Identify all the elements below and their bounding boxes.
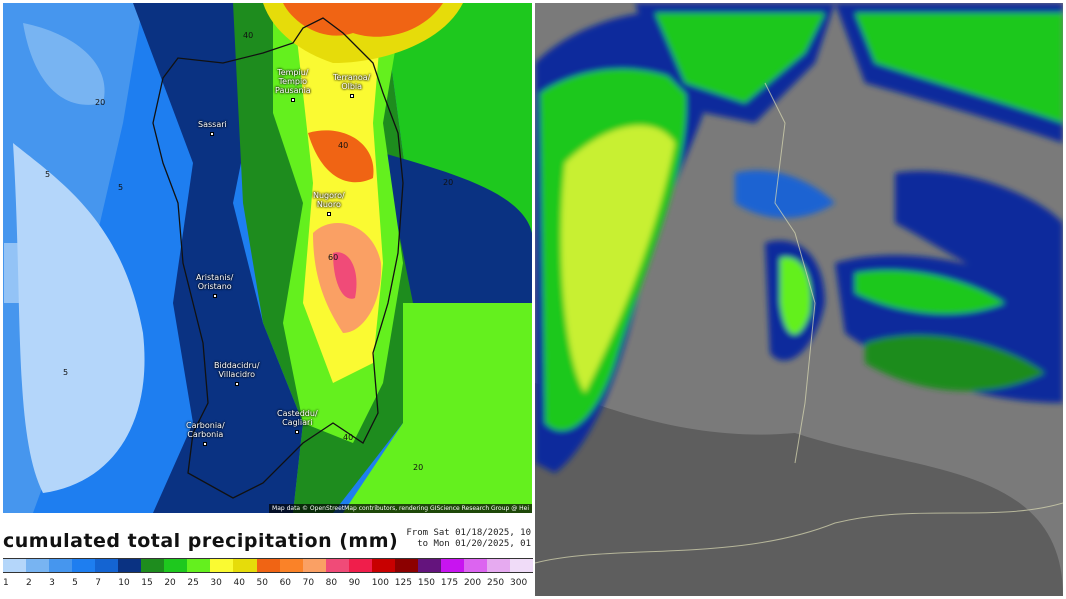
legend-swatch bbox=[164, 559, 188, 572]
legend-swatch bbox=[26, 559, 50, 572]
legend-tick-label: 100 bbox=[371, 578, 389, 588]
city-tempio: Tempiu/ Tempio Pausania bbox=[275, 68, 311, 104]
legend-swatch bbox=[49, 559, 73, 572]
city-sassari: Sassari bbox=[198, 120, 227, 138]
period-from: From Sat 01/18/2025, 10 bbox=[406, 528, 531, 538]
legend-swatch bbox=[417, 559, 441, 572]
legend-swatch bbox=[279, 559, 303, 572]
legend-tick-label: 50 bbox=[256, 578, 268, 588]
legend-tick-label: 7 bbox=[95, 578, 101, 588]
legend-tick-label: 5 bbox=[72, 578, 78, 588]
contour-label: 20 bbox=[413, 463, 424, 472]
legend-swatch bbox=[302, 559, 326, 572]
city-olbia: Terranoa/ Olbia bbox=[333, 73, 370, 100]
legend-tick-label: 40 bbox=[233, 578, 245, 588]
contour-label: 60 bbox=[328, 253, 339, 262]
legend-swatch bbox=[141, 559, 165, 572]
legend-swatch bbox=[95, 559, 119, 572]
contour-label: 5 bbox=[63, 368, 69, 377]
legend-tick-label: 15 bbox=[141, 578, 153, 588]
city-carbonia: Carbonia/ Carbonia bbox=[186, 421, 225, 448]
city-villacidro: Biddacidru/ Villacidro bbox=[214, 361, 260, 388]
legend-tick-label: 3 bbox=[49, 578, 55, 588]
legend-tick-label: 80 bbox=[325, 578, 338, 588]
legend-tick-label: 150 bbox=[417, 578, 436, 588]
contour-label: 20 bbox=[443, 178, 454, 187]
satellite-infrared-image bbox=[535, 3, 1063, 596]
period-to: to Mon 01/20/2025, 01 bbox=[417, 539, 531, 549]
legend-swatch bbox=[72, 559, 96, 572]
legend-tick-label: 70 bbox=[302, 578, 315, 588]
legend-tick-label: 10 bbox=[118, 578, 130, 588]
legend-swatch bbox=[510, 559, 534, 572]
map-title: cumulated total precipitation (mm) bbox=[3, 530, 399, 552]
legend-tick-label: 250 bbox=[486, 578, 505, 588]
legend-swatch bbox=[118, 559, 142, 572]
contour-label: 20 bbox=[95, 98, 106, 107]
legend-swatch bbox=[463, 559, 487, 572]
legend-tick-label: 2 bbox=[26, 578, 32, 588]
contour-label: 40 bbox=[343, 433, 354, 442]
legend-tick-label: 20 bbox=[164, 578, 176, 588]
legend-tick-label: 30 bbox=[210, 578, 222, 588]
legend-tick-label: 90 bbox=[348, 578, 361, 588]
contour-label: 40 bbox=[243, 31, 254, 40]
legend-ticks: 1 2 3 5 7 10 15 20 25 30 40 50 60 70 80 90 100 125 150 175 2… bbox=[3, 578, 533, 588]
legend-swatch bbox=[325, 559, 349, 572]
city-cagliari: Casteddu/ Cagliari bbox=[277, 409, 318, 436]
satellite-image-panel bbox=[535, 3, 1063, 596]
legend-colorbar bbox=[3, 558, 534, 573]
legend-tick-label: 60 bbox=[279, 578, 292, 588]
legend-tick-label: 300 bbox=[510, 578, 528, 588]
legend-swatch bbox=[348, 559, 372, 572]
precipitation-map[interactable]: 40 5 5 5 20 20 20 40 40 60 Tempiu/ Tempi… bbox=[3, 3, 532, 513]
precipitation-field bbox=[3, 3, 532, 513]
legend-swatch bbox=[440, 559, 464, 572]
contour-label: 5 bbox=[45, 170, 51, 179]
legend-tick-label: 25 bbox=[187, 578, 199, 588]
legend-tick-label: 125 bbox=[394, 578, 412, 588]
legend-swatch bbox=[187, 559, 211, 572]
legend-swatch bbox=[3, 559, 27, 572]
forecast-period: From Sat 01/18/2025, 10 to Mon 01/20/202… bbox=[406, 528, 531, 550]
legend-tick-label: 200 bbox=[463, 578, 482, 588]
legend-tick-label: 175 bbox=[440, 578, 459, 588]
precipitation-forecast-panel: 40 5 5 5 20 20 20 40 40 60 Tempiu/ Tempi… bbox=[3, 3, 534, 588]
map-attribution: Map data © OpenStreetMap contributors, r… bbox=[269, 504, 532, 513]
legend-swatch bbox=[486, 559, 511, 572]
legend-swatch bbox=[394, 559, 418, 572]
legend-swatch bbox=[210, 559, 234, 572]
legend-swatch bbox=[371, 559, 395, 572]
contour-label: 40 bbox=[338, 141, 349, 150]
city-nuoro: Nugoro/ Nuoro bbox=[313, 191, 345, 218]
legend-swatch bbox=[233, 559, 257, 572]
contour-label: 5 bbox=[118, 183, 124, 192]
legend-tick-label: 1 bbox=[3, 578, 9, 588]
city-oristano: Aristanis/ Oristano bbox=[196, 273, 233, 300]
legend-swatch bbox=[256, 559, 280, 572]
